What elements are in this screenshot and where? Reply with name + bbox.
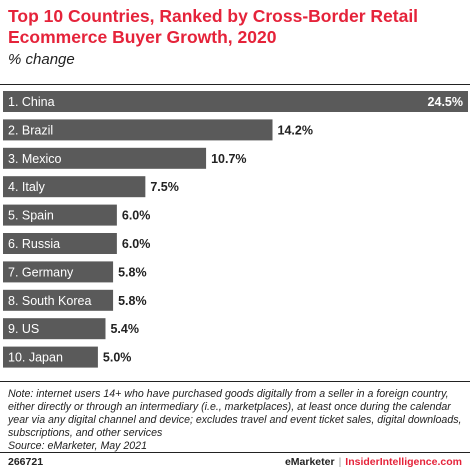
note-text: Note: internet users 14+ who have purcha… (8, 388, 462, 439)
value-label-5: 6.0% (122, 209, 151, 223)
value-label-8: 5.8% (118, 294, 147, 308)
bar-9 (3, 318, 106, 340)
footer-brand: eMarketer | InsiderIntelligence.com (285, 456, 462, 468)
bar-5 (3, 204, 117, 226)
category-label-7: 7. Germany (8, 265, 74, 279)
category-label-2: 2. Brazil (8, 123, 53, 137)
category-label-8: 8. South Korea (8, 294, 91, 308)
category-label-5: 5. Spain (8, 209, 54, 223)
category-label-10: 10. Japan (8, 351, 63, 365)
brand-separator: | (338, 456, 342, 468)
chart-note: Note: internet users 14+ who have purcha… (8, 388, 464, 453)
value-label-6: 6.0% (122, 237, 151, 251)
bar-10 (3, 346, 98, 368)
bottom-divider (0, 381, 470, 382)
value-label-9: 5.4% (110, 322, 139, 336)
category-label-4: 4. Italy (8, 180, 46, 194)
category-label-6: 6. Russia (8, 237, 60, 251)
category-label-3: 3. Mexico (8, 152, 62, 166)
category-label-9: 9. US (8, 322, 39, 336)
bar-4 (3, 176, 146, 198)
insider-intelligence-link[interactable]: InsiderIntelligence.com (345, 456, 462, 468)
value-label-7: 5.8% (118, 265, 147, 279)
bar-6 (3, 233, 117, 254)
chart-subtitle: % change (8, 51, 75, 68)
source-text: Source: eMarketer, May 2021 (8, 440, 147, 452)
bar-1 (3, 91, 468, 112)
bar-2 (3, 119, 273, 141)
bar-8 (3, 289, 114, 311)
value-label-10: 5.0% (103, 351, 131, 365)
value-label-4: 7.5% (150, 180, 179, 194)
bar-3 (3, 147, 207, 169)
footer-divider (0, 452, 470, 453)
value-label-2: 14.2% (278, 123, 313, 137)
emarketer-logo: eMarketer (284, 456, 335, 468)
category-label-1: 1. China (8, 95, 55, 109)
top-divider (0, 84, 470, 85)
bar-7 (3, 261, 114, 283)
value-label-1: 24.5% (428, 95, 463, 109)
value-label-3: 10.7% (211, 152, 246, 166)
bar-chart: 1. China 24.5% 2. Brazil 14.2% 3. Mexico 10.7… (3, 91, 468, 368)
chart-title: Top 10 Countries, Ranked by Cross-Border… (8, 6, 419, 47)
chart-id: 266721 (8, 456, 44, 468)
